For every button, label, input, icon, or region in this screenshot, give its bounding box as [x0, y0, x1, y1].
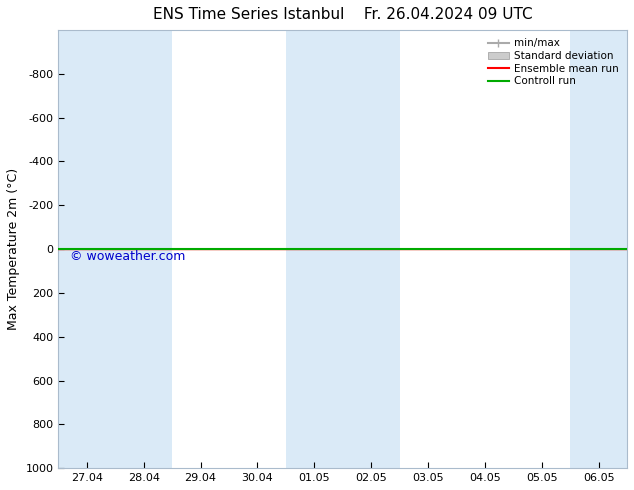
Title: ENS Time Series Istanbul    Fr. 26.04.2024 09 UTC: ENS Time Series Istanbul Fr. 26.04.2024 …	[153, 7, 533, 22]
Bar	[115, 30, 172, 468]
Y-axis label: Max Temperature 2m (°C): Max Temperature 2m (°C)	[7, 168, 20, 330]
Bar	[58, 30, 115, 468]
Bar	[286, 30, 343, 468]
Legend: min/max, Standard deviation, Ensemble mean run, Controll run: min/max, Standard deviation, Ensemble me…	[485, 35, 622, 89]
Bar	[570, 30, 627, 468]
Text: © woweather.com: © woweather.com	[70, 250, 185, 263]
Bar	[343, 30, 399, 468]
